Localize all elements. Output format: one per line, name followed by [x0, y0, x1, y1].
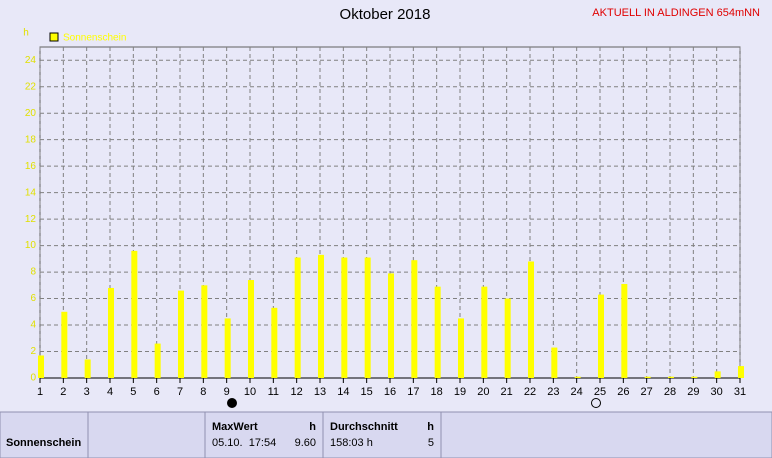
bar: [201, 285, 208, 378]
x-tick-label: 12: [291, 386, 303, 398]
x-tick-label: 11: [268, 386, 279, 398]
x-tick-label: 30: [711, 386, 723, 398]
y-tick-label: 12: [25, 214, 37, 225]
y-tick-label: 18: [25, 134, 37, 145]
y-tick-label: 20: [25, 108, 37, 119]
bar: [364, 257, 371, 378]
x-tick-label: 16: [384, 386, 396, 398]
bar: [528, 261, 534, 378]
bar: [154, 343, 161, 378]
bar: [504, 298, 511, 378]
y-tick-label: 24: [25, 55, 37, 66]
header: Durchschnitt: [330, 421, 398, 433]
bar: [248, 280, 254, 378]
bar: [668, 376, 674, 378]
x-tick-label: 17: [407, 386, 419, 398]
header-unit: h: [427, 421, 434, 433]
bar: [38, 355, 44, 378]
bar: [61, 311, 68, 378]
bar: [388, 273, 394, 378]
y-tick-label: 22: [25, 81, 37, 92]
x-tick-label: 4: [107, 386, 113, 398]
x-tick-label: 6: [154, 386, 160, 398]
bar: [691, 376, 698, 378]
y-axis-label: h: [23, 28, 29, 39]
bar: [84, 359, 91, 378]
x-tick-label: 20: [477, 386, 489, 398]
x-tick-label: 14: [337, 386, 349, 398]
x-tick-label: 3: [84, 386, 90, 398]
x-tick-label: 21: [501, 386, 513, 398]
x-tick-label: 19: [454, 386, 466, 398]
x-tick-label: 25: [594, 386, 606, 398]
cell: 5: [428, 437, 434, 449]
x-tick-label: 15: [361, 386, 373, 398]
bar: [224, 318, 231, 378]
table-bg: [0, 411, 772, 458]
cell: 05.10. 17:54: [212, 437, 276, 449]
bar: [131, 250, 138, 378]
y-tick-label: 8: [30, 267, 36, 278]
row-label: Sonnenschein: [6, 437, 81, 449]
annotation: AKTUELL IN ALDINGEN 654mNN: [592, 7, 760, 19]
moon-full: [227, 398, 237, 408]
bar: [458, 318, 464, 378]
y-tick-label: 16: [25, 161, 37, 172]
x-tick-label: 13: [314, 386, 326, 398]
x-tick-label: 24: [571, 386, 583, 398]
bar: [318, 254, 324, 378]
summary-table: MaxWert h Durchschnitt h Sonnenschein 05…: [0, 411, 772, 458]
bar: [551, 347, 558, 378]
x-tick-label: 10: [244, 386, 256, 398]
x-tick-label: 8: [200, 386, 206, 398]
bar: [271, 307, 278, 378]
bar: [481, 286, 488, 378]
bar: [621, 283, 628, 378]
x-tick-label: 5: [130, 386, 136, 398]
x-tick-label: 18: [431, 386, 443, 398]
y-tick-label: 6: [30, 293, 36, 304]
header-unit: h: [309, 421, 316, 433]
legend-swatch: [49, 32, 59, 42]
bar: [434, 286, 441, 378]
bar: [714, 371, 721, 378]
x-tick-label: 2: [60, 386, 66, 398]
y-tick-label: 10: [25, 240, 37, 251]
x-tick-label: 1: [37, 386, 43, 398]
y-tick-label: 2: [30, 346, 36, 357]
bar: [108, 287, 114, 378]
x-tick-label: 28: [664, 386, 676, 398]
x-tick-label: 31: [734, 386, 746, 398]
x-tick-label: 23: [547, 386, 559, 398]
x-tick-label: 7: [177, 386, 183, 398]
x-tick-label: 29: [687, 386, 699, 398]
x-tick-label: 26: [617, 386, 629, 398]
header: MaxWert: [212, 421, 258, 433]
legend-label: Sonnenschein: [63, 33, 126, 44]
x-tick-label: 27: [641, 386, 653, 398]
bar: [738, 366, 744, 378]
bar: [341, 257, 348, 378]
cell: 9.60: [295, 437, 316, 449]
y-tick-label: 0: [30, 373, 36, 384]
y-tick-label: 14: [25, 187, 37, 198]
bar: [178, 290, 184, 378]
x-tick-label: 22: [524, 386, 536, 398]
x-tick-label: 9: [224, 386, 230, 398]
bar: [598, 294, 604, 378]
bar: [294, 257, 301, 378]
y-tick-label: 4: [30, 320, 36, 331]
bar: [574, 376, 581, 378]
moon-new: [591, 398, 601, 408]
cell: 158:03 h: [330, 437, 373, 449]
chart-title: Oktober 2018: [340, 6, 431, 23]
bar: [644, 376, 651, 378]
bar: [411, 260, 418, 378]
